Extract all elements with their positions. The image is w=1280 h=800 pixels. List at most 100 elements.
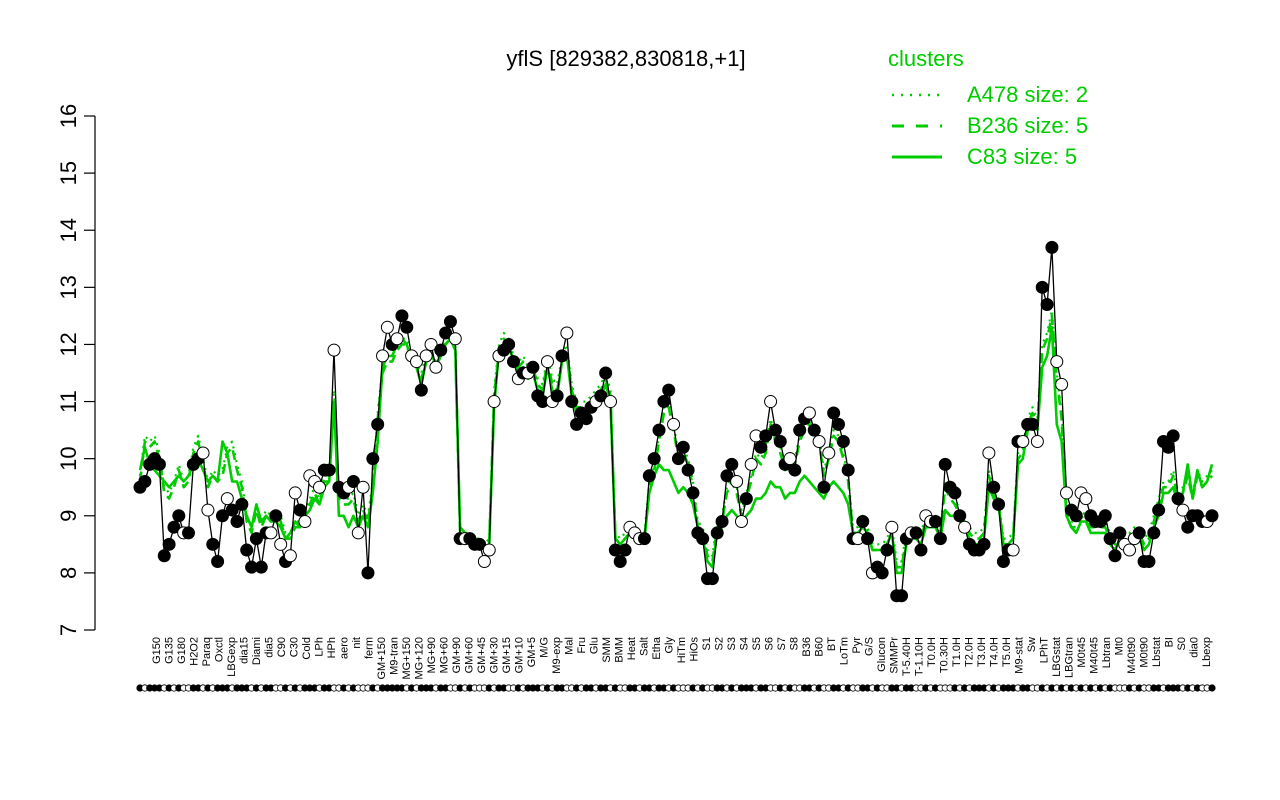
data-point [371, 417, 385, 431]
data-point [327, 343, 341, 357]
data-point [710, 526, 724, 540]
x-tick-label: Gly [664, 637, 676, 654]
x-tick-label: T-5.40H [901, 637, 913, 676]
data-point [1050, 355, 1064, 369]
data-point [1098, 509, 1112, 523]
x-tick-label: GM+150 [376, 637, 388, 680]
data-point [1171, 492, 1185, 506]
x-tick-label: GM+60 [464, 637, 476, 673]
data-point [599, 366, 613, 380]
x-tick-label: M9-stat [1013, 637, 1025, 674]
x-tick-label: MG+150 [401, 637, 413, 680]
data-point [671, 452, 685, 466]
data-point [1113, 526, 1127, 540]
legend-label-2: C83 size: 5 [967, 144, 1077, 169]
x-tick-label: dia0 [1188, 637, 1200, 658]
data-point [594, 389, 608, 403]
data-point [206, 537, 220, 551]
data-point [996, 554, 1010, 568]
data-point [1040, 297, 1054, 311]
y-tick-label: 16 [56, 104, 81, 128]
data-point [744, 457, 758, 471]
data-point [443, 315, 457, 329]
data-point [211, 554, 225, 568]
data-point [434, 343, 448, 357]
data-point [909, 526, 923, 540]
data-point [992, 497, 1006, 511]
x-tick-label: Salt [639, 637, 651, 656]
x-tick-label: T3.0H [976, 637, 988, 667]
data-point [429, 360, 443, 374]
y-tick-label: 9 [56, 510, 81, 522]
data-point [162, 537, 176, 551]
data-point [439, 326, 453, 340]
data-point [157, 549, 171, 563]
data-point [807, 423, 821, 437]
data-point [657, 395, 671, 409]
x-tick-label: GM+10 [514, 637, 526, 673]
x-tick-label: GM+5 [526, 637, 538, 667]
y-tick-label: 12 [56, 332, 81, 356]
x-tick-label: dia15 [239, 637, 251, 664]
data-point [254, 560, 268, 574]
data-point [526, 360, 540, 374]
data-point [172, 509, 186, 523]
data-point [875, 566, 889, 580]
data-point [647, 452, 661, 466]
x-tick-label: S0 [1176, 637, 1188, 650]
x-tick-label: C90 [276, 637, 288, 657]
data-point [836, 435, 850, 449]
x-tick-label: HiTm [676, 637, 688, 663]
x-tick-label: BT [826, 637, 838, 651]
x-tick-label: M/G [539, 637, 551, 658]
y-tick-label: 11 [56, 390, 81, 413]
x-tick-label: Mal [564, 637, 576, 655]
data-point [269, 509, 283, 523]
x-tick-label: nit [351, 637, 363, 649]
data-point [885, 520, 899, 534]
x-tick-label: Pyr [851, 637, 863, 654]
x-point-marker [1208, 684, 1216, 692]
x-tick-label: MG+90 [426, 637, 438, 673]
x-tick-label: Etha [651, 636, 663, 660]
data-point [822, 446, 836, 460]
data-point [739, 492, 753, 506]
x-tick-label: MG+60 [439, 637, 451, 673]
data-point [720, 469, 734, 483]
data-point [696, 532, 710, 546]
data-point [220, 492, 234, 506]
data-point [215, 509, 229, 523]
x-tick-label: M40t90 [1126, 637, 1138, 674]
data-point [448, 332, 462, 346]
x-tick-label: Mt0 [1113, 637, 1125, 655]
data-point [977, 537, 991, 551]
x-tick-label: G/S [863, 637, 875, 656]
x-tick-label: BI [1163, 637, 1175, 647]
x-tick-label: ferm [364, 637, 376, 659]
data-point [356, 480, 370, 494]
data-point [138, 475, 152, 489]
cluster-line-0 [138, 309, 1213, 563]
x-tick-label: MG+120 [414, 637, 426, 680]
x-tick-label: M0t45 [1076, 637, 1088, 668]
data-point [812, 435, 826, 449]
data-point [249, 532, 263, 546]
data-point [637, 532, 651, 546]
data-point [652, 423, 666, 437]
x-tick-label: G135 [164, 637, 176, 664]
data-point [312, 480, 326, 494]
legend-label-1: B236 size: 5 [967, 113, 1088, 138]
data-point [1079, 492, 1093, 506]
data-point [400, 320, 414, 334]
data-point [827, 406, 841, 420]
data-point [958, 520, 972, 534]
data-point [579, 412, 593, 426]
data-point [831, 417, 845, 431]
x-tick-label: BMM [614, 637, 626, 663]
data-point [933, 532, 947, 546]
x-tick-label: T0.30H [938, 637, 950, 673]
data-point [987, 480, 1001, 494]
x-tick-label: LBGtran [1063, 637, 1075, 678]
data-point [414, 383, 428, 397]
x-tick-label: G150 [151, 637, 163, 664]
